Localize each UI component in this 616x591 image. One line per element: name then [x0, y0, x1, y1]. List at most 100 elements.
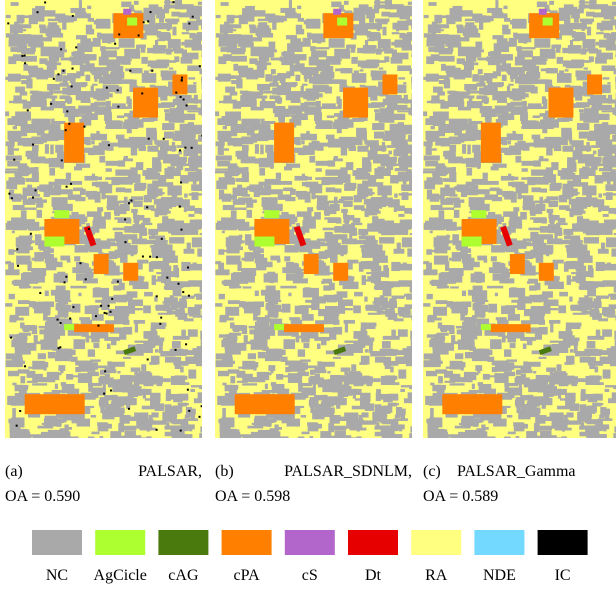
map-patch	[161, 70, 168, 76]
map-patch	[229, 333, 241, 336]
map-patch	[511, 78, 514, 81]
map-region	[284, 324, 324, 332]
map-patch	[430, 281, 435, 285]
map-patch	[388, 313, 398, 320]
map-patch	[237, 261, 241, 271]
map-patch	[398, 214, 404, 217]
map-patch	[550, 341, 567, 343]
map-region	[304, 254, 319, 274]
map-patch	[423, 303, 430, 307]
map-patch	[360, 245, 375, 247]
map-patch	[484, 85, 498, 95]
map-patch	[449, 222, 457, 227]
map-patch	[44, 418, 52, 426]
map-patch	[543, 99, 547, 109]
map-patch	[200, 208, 216, 214]
map-patch	[555, 428, 572, 431]
map-region	[274, 123, 294, 163]
map-patch	[516, 371, 521, 375]
map-patch	[230, 376, 235, 383]
map-noise	[53, 78, 55, 80]
map-patch	[106, 206, 120, 209]
map-patch	[339, 5, 344, 9]
map-patch	[337, 291, 348, 297]
map-patch	[356, 335, 370, 337]
map-patch	[116, 135, 125, 140]
map-patch	[236, 151, 244, 157]
map-patch	[577, 211, 586, 214]
map-patch	[358, 60, 375, 63]
map-patch	[91, 332, 100, 339]
map-patch	[64, 350, 76, 355]
map-patch	[358, 229, 368, 235]
map-patch	[600, 12, 605, 16]
map-noise	[188, 295, 190, 297]
map-patch	[317, 361, 321, 370]
map-patch	[513, 207, 519, 211]
map-patch	[604, 33, 610, 39]
map-patch	[605, 385, 616, 387]
map-patch	[47, 84, 60, 90]
map-patch	[6, 141, 15, 146]
map-patch	[20, 322, 24, 328]
map-patch	[277, 389, 289, 395]
map-patch	[117, 242, 126, 251]
map-patch	[191, 156, 203, 161]
map-patch	[188, 369, 196, 378]
map-patch	[364, 297, 367, 302]
map-patch	[449, 145, 456, 151]
map-noise	[146, 206, 148, 208]
map-patch	[223, 126, 227, 129]
map-patch	[303, 145, 310, 148]
map-patch	[326, 187, 335, 192]
map-patch	[523, 201, 535, 210]
map-patch	[116, 315, 128, 324]
map-patch	[96, 182, 109, 188]
map-patch	[37, 92, 50, 98]
map-patch	[233, 188, 247, 197]
map-patch	[598, 114, 610, 120]
legend-label: RA	[425, 567, 448, 584]
map-patch	[180, 366, 183, 372]
map-patch	[384, 131, 392, 136]
caption-oa: OA = 0.590	[5, 488, 80, 505]
map-patch	[427, 190, 432, 200]
map-patch	[87, 6, 91, 9]
map-patch	[27, 261, 31, 271]
map-patch	[394, 193, 397, 197]
map-region	[382, 74, 397, 94]
map-patch	[300, 359, 311, 361]
map-patch	[344, 1, 349, 5]
map-patch	[391, 330, 396, 340]
map-patch	[187, 110, 199, 112]
map-patch	[164, 132, 174, 139]
legend-label: cS	[302, 567, 318, 584]
map-patch	[498, 332, 505, 337]
map-patch	[557, 57, 563, 64]
map-patch	[409, 69, 416, 75]
map-patch	[231, 80, 239, 84]
map-patch	[325, 232, 333, 242]
map-patch	[183, 114, 195, 120]
map-patch	[354, 292, 363, 297]
map-patch	[585, 376, 599, 385]
map-patch	[6, 33, 18, 37]
map-patch	[90, 359, 101, 361]
map-patch	[325, 86, 332, 93]
map-patch	[173, 405, 183, 412]
map-patch	[131, 367, 141, 371]
map-patch	[261, 119, 265, 125]
map-patch	[607, 263, 611, 269]
map-noise	[100, 305, 102, 307]
map-patch	[521, 320, 532, 324]
map-patch	[50, 101, 66, 108]
map-patch	[605, 413, 610, 421]
map-patch	[13, 75, 24, 78]
map-patch	[511, 300, 523, 303]
map-patch	[523, 344, 527, 349]
map-patch	[607, 82, 610, 84]
map-noise	[118, 33, 120, 35]
map	[215, 0, 429, 447]
map-patch	[280, 181, 292, 185]
map-patch	[325, 306, 339, 316]
